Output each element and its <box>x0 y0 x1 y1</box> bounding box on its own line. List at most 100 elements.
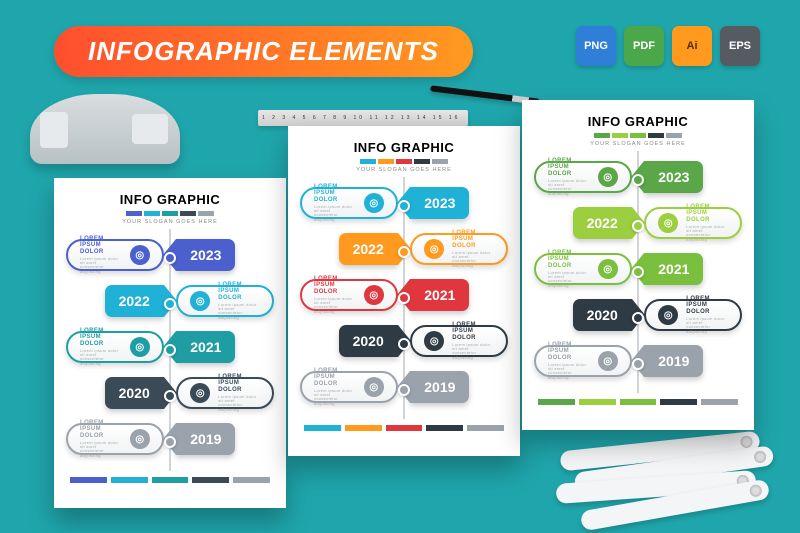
swatch <box>126 211 142 216</box>
timeline-row: 2021◎LOREM IPSUM DOLORLorem ipsum dolor … <box>66 327 274 373</box>
year-chip: 2021 <box>410 279 469 311</box>
palette-swatches <box>534 133 742 138</box>
item-title: LOREM IPSUM DOLORLorem ipsum dolor sit a… <box>80 328 122 366</box>
item-sub: Lorem ipsum dolor sit amet consectetur a… <box>452 251 494 269</box>
year-chip: 2019 <box>410 371 469 403</box>
timeline-rows: 2023 ◎ LOREM IPSUM DOLORLorem ipsum dolor … <box>534 157 742 387</box>
item-icon: ◎ <box>598 351 618 371</box>
year-chip: 2022 <box>573 207 632 239</box>
card-header: INFO GRAPHICYOUR SLOGAN GOES HERE <box>300 140 508 173</box>
format-badge-label: PNG <box>584 40 608 52</box>
item-sub: Lorem ipsum dolor sit amet consectetur a… <box>548 271 590 289</box>
timeline-node <box>632 312 644 324</box>
footer-swatch <box>660 399 697 405</box>
timeline-row: 2021 ◎LOREM IPSUM DOLORLorem ipsum dolor … <box>300 275 508 321</box>
timeline-node <box>164 344 176 356</box>
swatch <box>414 159 430 164</box>
item-sub: Lorem ipsum dolor sit amet consectetur a… <box>314 389 356 407</box>
timeline-row: 2023 ◎LOREM IPSUM DOLORLorem ipsum dolor … <box>300 183 508 229</box>
item-box: ◎LOREM IPSUM DOLORLorem ipsum dolor sit … <box>66 423 164 455</box>
timeline-node <box>632 266 644 278</box>
footer-swatch <box>620 399 657 405</box>
year-label: 2019 <box>658 353 689 369</box>
year-side: 2023 <box>176 239 274 271</box>
card-header: INFO GRAPHIC YOUR SLOGAN GOES HERE <box>534 114 742 147</box>
year-side: 2023 <box>644 161 742 193</box>
timeline-row: 2019◎LOREM IPSUM DOLORLorem ipsum dolor … <box>66 419 274 465</box>
footer-swatch <box>426 425 463 431</box>
year-chip: 2020 <box>573 299 632 331</box>
timeline-row: 2022 ◎LOREM IPSUM DOLORLorem ipsum dolor … <box>66 281 274 327</box>
card-header: INFO GRAPHICYOUR SLOGAN GOES HERE <box>66 192 274 225</box>
item-box: ◎LOREM IPSUM DOLORLorem ipsum dolor sit … <box>176 285 274 317</box>
year-chip: 2022 <box>105 285 164 317</box>
year-chip: 2021 <box>644 253 703 285</box>
year-label: 2023 <box>658 169 689 185</box>
swatch <box>630 133 646 138</box>
item-sub: Lorem ipsum dolor sit amet consectetur a… <box>686 317 728 335</box>
timeline-node <box>398 384 410 396</box>
item-icon: ◎ <box>130 429 150 449</box>
item-sub: Lorem ipsum dolor sit amet consectetur a… <box>80 257 122 275</box>
infographic-card: INFO GRAPHIC YOUR SLOGAN GOES HERE 2023 ◎ LO… <box>522 100 754 430</box>
footer-swatch <box>304 425 341 431</box>
item-sub: Lorem ipsum dolor sit amet consectetur a… <box>314 297 356 315</box>
timeline-row: 2021 ◎LOREM IPSUM DOLORLorem ipsum dolor … <box>534 249 742 295</box>
year-label: 2020 <box>353 333 384 349</box>
year-side: 2019 <box>644 345 742 377</box>
text-side: ◎LOREM IPSUM DOLORLorem ipsum dolor sit … <box>300 279 398 311</box>
item-box: ◎ LOREM IPSUM DOLORLorem ipsum dolor sit … <box>66 331 164 363</box>
swatch <box>360 159 376 164</box>
card-title: INFO GRAPHIC <box>66 192 274 207</box>
footer-swatch <box>192 477 229 483</box>
format-badge-label: Ai <box>687 40 698 52</box>
year-chip: 2023 <box>176 239 235 271</box>
swatch <box>666 133 682 138</box>
swatch <box>378 159 394 164</box>
item-title: LOREM IPSUM DOLORLorem ipsum dolor sit a… <box>452 322 494 360</box>
swatch <box>198 211 214 216</box>
text-side: ◎LOREM IPSUM DOLORLorem ipsum dolor sit … <box>534 253 632 285</box>
year-chip: 2019 <box>644 345 703 377</box>
timeline-node <box>164 390 176 402</box>
year-chip: 2023 <box>644 161 703 193</box>
item-box: ◎LOREM IPSUM DOLORLorem ipsum dolor sit … <box>410 233 508 265</box>
item-box: ◎LOREM IPSUM DOLORLorem ipsum dolor sit … <box>534 161 632 193</box>
item-box: ◎ LOREM IPSUM DOLORLorem ipsum dolor sit … <box>534 345 632 377</box>
card-title: INFO GRAPHIC <box>300 140 508 155</box>
desk-tray-prop <box>30 94 180 164</box>
item-title: LOREM IPSUM DOLORLorem ipsum dolor sit a… <box>548 342 590 380</box>
item-title: LOREM IPSUM DOLORLorem ipsum dolor sit a… <box>314 184 356 222</box>
year-side: 2023 <box>410 187 508 219</box>
item-box: ◎LOREM IPSUM DOLORLorem ipsum dolor sit … <box>534 253 632 285</box>
item-title: LOREM IPSUM DOLORLorem ipsum dolor sit a… <box>80 236 122 274</box>
footer-swatches <box>66 477 274 483</box>
timeline-node <box>164 436 176 448</box>
timeline-node <box>632 220 644 232</box>
format-badge-eps: EPS <box>720 26 760 66</box>
item-box: ◎LOREM IPSUM DOLORLorem ipsum dolor sit … <box>644 207 742 239</box>
card-subtitle: YOUR SLOGAN GOES HERE <box>534 141 742 147</box>
footer-swatch <box>233 477 270 483</box>
item-box: ◎LOREM IPSUM DOLORLorem ipsum dolor sit … <box>300 187 398 219</box>
swatch <box>162 211 178 216</box>
footer-swatch <box>538 399 575 405</box>
item-box: ◎LOREM IPSUM DOLORLorem ipsum dolor sit … <box>644 299 742 331</box>
item-box: ◎LOREM IPSUM DOLORLorem ipsum dolor sit … <box>300 371 398 403</box>
format-badge-pdf: PDF <box>624 26 664 66</box>
item-icon: ◎ <box>130 337 150 357</box>
format-badge-label: EPS <box>729 40 751 52</box>
item-title: LOREM IPSUM DOLORLorem ipsum dolor sit a… <box>686 296 728 334</box>
year-side: 2020 <box>300 325 398 357</box>
format-badges: PNG PDF Ai EPS <box>576 26 760 66</box>
year-label: 2022 <box>587 215 618 231</box>
footer-swatch <box>579 399 616 405</box>
item-sub: Lorem ipsum dolor sit amet consectetur a… <box>548 363 590 381</box>
text-side: ◎LOREM IPSUM DOLORLorem ipsum dolor sit … <box>644 299 742 331</box>
text-side: ◎LOREM IPSUM DOLORLorem ipsum dolor sit … <box>644 207 742 239</box>
item-sub: Lorem ipsum dolor sit amet consectetur a… <box>80 349 122 367</box>
text-side: ◎LOREM IPSUM DOLORLorem ipsum dolor sit … <box>176 285 274 317</box>
card-title: INFO GRAPHIC <box>534 114 742 129</box>
item-icon: ◎ <box>598 259 618 279</box>
timeline-node <box>398 246 410 258</box>
